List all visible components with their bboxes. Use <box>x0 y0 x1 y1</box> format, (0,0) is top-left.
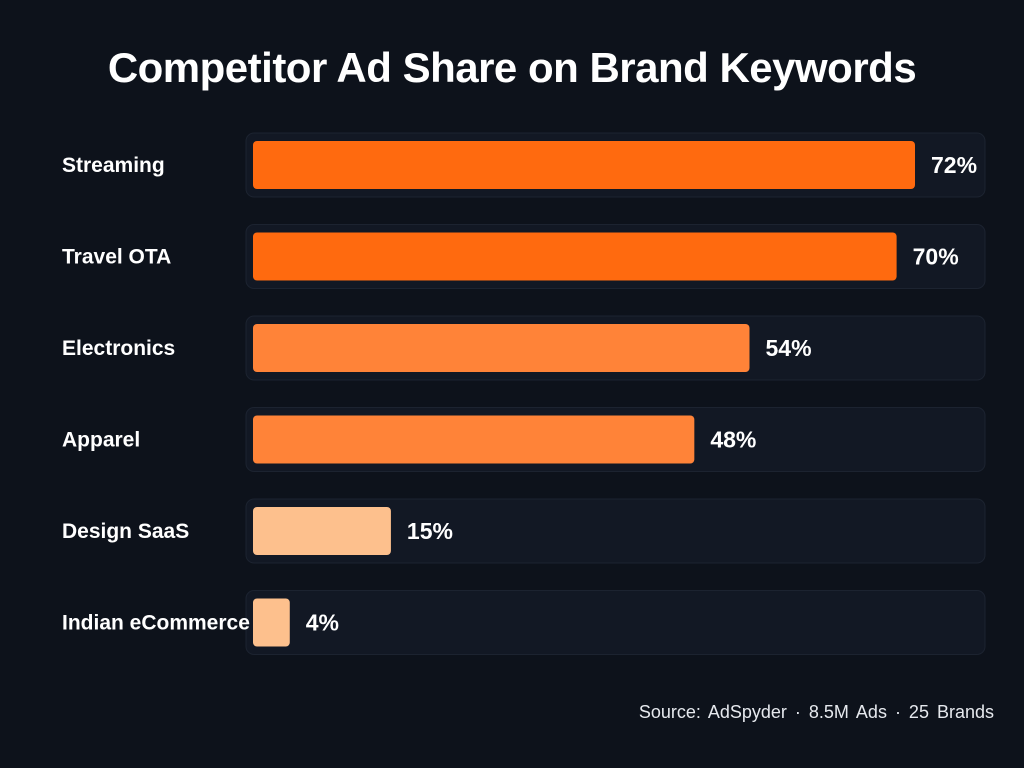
value-label: 4% <box>306 610 339 636</box>
value-label: 54% <box>766 335 812 361</box>
bar-track <box>245 590 986 655</box>
source-note: Source: AdSpyder · 8.5M Ads · 25 Brands <box>638 702 994 722</box>
value-label: 15% <box>407 518 453 544</box>
bar-indian-ecommerce <box>253 598 290 647</box>
value-label: 48% <box>710 427 756 453</box>
bar-streaming <box>253 141 915 189</box>
bar-travel-ota <box>253 232 897 281</box>
bar-electronics <box>253 324 750 372</box>
bar-apparel <box>253 415 695 464</box>
bar-track <box>245 498 986 564</box>
value-label: 72% <box>931 152 977 178</box>
category-label: Indian eCommerce <box>62 612 250 635</box>
category-label: Electronics <box>62 337 175 360</box>
value-label: 70% <box>913 244 959 270</box>
category-label: Streaming <box>62 154 165 177</box>
category-label: Travel OTA <box>62 246 171 269</box>
chart-title: Competitor Ad Share on Brand Keywords <box>107 44 917 91</box>
bar-design-saas <box>253 507 391 555</box>
category-label: Apparel <box>62 429 140 452</box>
category-label: Design SaaS <box>62 520 189 543</box>
